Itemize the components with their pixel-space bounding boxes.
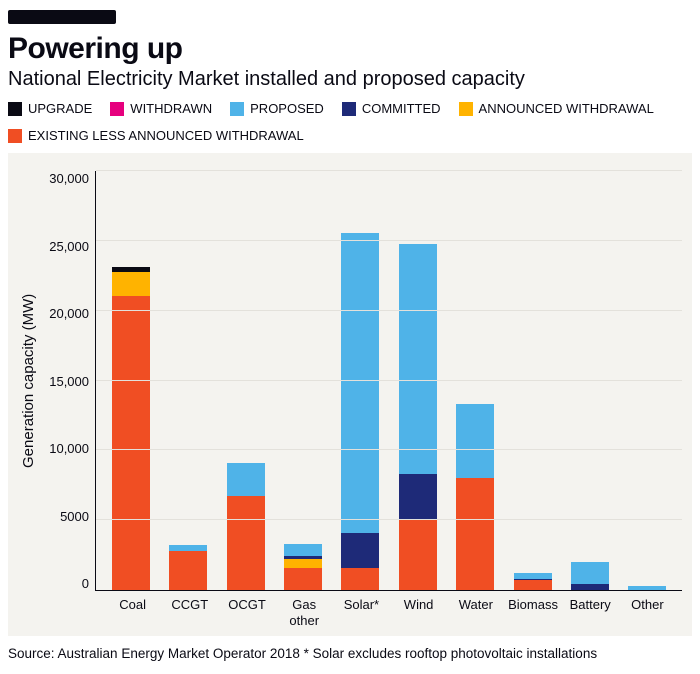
bar-segment [112,272,150,296]
legend: UPGRADE WITHDRAWN PROPOSED COMMITTED ANNOUNC… [8,101,692,143]
legend-swatch [230,102,244,116]
bar-segment [169,551,207,590]
bar-segment [112,296,150,590]
bar-column [102,171,159,590]
x-tick-label: OCGT [218,597,275,628]
source-note: Source: Australian Energy Market Operato… [8,646,692,661]
bar [341,233,379,590]
y-tick-label: 15,000 [49,374,89,389]
chart-plot-area: Generation capacity (MW) 30,000 25,000 20,… [8,153,692,636]
x-tick-label: Other [619,597,676,628]
x-tick-label: Biomass [504,597,561,628]
chart-container: Powering up National Electricity Market … [0,0,700,669]
y-axis: 30,000 25,000 20,000 15,000 10,000 5000 0 [39,171,95,591]
y-tick-label: 0 [82,576,89,591]
bar-segment [284,568,322,590]
legend-item: COMMITTED [342,101,441,116]
chart-subtitle: National Electricity Market installed an… [8,68,692,91]
bar-column [217,171,274,590]
bar-column [332,171,389,590]
bar-segment [341,568,379,590]
legend-label: EXISTING LESS ANNOUNCED WITHDRAWAL [28,128,304,143]
bar [456,404,494,590]
bar-segment [571,584,609,590]
legend-label: WITHDRAWN [130,101,212,116]
y-tick-label: 10,000 [49,441,89,456]
bar-column [561,171,618,590]
legend-item: ANNOUNCED WITHDRAWAL [459,101,654,116]
bar [284,544,322,590]
bar-column [504,171,561,590]
grid-line [96,449,682,450]
legend-swatch [8,129,22,143]
bar-segment [341,533,379,568]
bar-segment [284,544,322,557]
legend-swatch [110,102,124,116]
x-tick-label: Coal [104,597,161,628]
bar-column [159,171,216,590]
x-tick-label: Battery [562,597,619,628]
legend-label: ANNOUNCED WITHDRAWAL [479,101,654,116]
bar-segment [456,404,494,478]
legend-swatch [342,102,356,116]
legend-label: COMMITTED [362,101,441,116]
bar-column [446,171,503,590]
legend-swatch [8,102,22,116]
category-tag [8,10,116,24]
x-tick-label: Gasother [276,597,333,628]
y-axis-label: Generation capacity (MW) [18,171,39,591]
chart-title: Powering up [8,32,692,66]
legend-item: WITHDRAWN [110,101,212,116]
bar-segment [227,463,265,497]
bar [571,562,609,590]
legend-item: EXISTING LESS ANNOUNCED WITHDRAWAL [8,128,304,143]
bar-segment [628,586,666,590]
bar-segment [571,562,609,584]
x-axis: CoalCCGTOCGTGasotherSolar*WindWaterBioma… [98,591,682,628]
bar [112,267,150,590]
bar-segment [399,519,437,590]
bar-segment [399,474,437,519]
y-tick-label: 30,000 [49,171,89,186]
bar-segment [341,233,379,533]
legend-swatch [459,102,473,116]
bars-group [96,171,682,590]
legend-label: UPGRADE [28,101,92,116]
bar-column [274,171,331,590]
bar [514,573,552,590]
y-tick-label: 25,000 [49,239,89,254]
bar [628,586,666,590]
legend-item: PROPOSED [230,101,324,116]
bar-segment [227,496,265,590]
x-tick-label: Wind [390,597,447,628]
x-tick-label: CCGT [161,597,218,628]
plot [95,171,682,591]
bar [399,244,437,590]
grid-line [96,310,682,311]
grid-line [96,170,682,171]
grid-line [96,240,682,241]
bar [227,463,265,590]
legend-item: UPGRADE [8,101,92,116]
bar-column [619,171,676,590]
bar-segment [399,244,437,474]
x-tick-label: Water [447,597,504,628]
bar [169,545,207,590]
bar-segment [514,580,552,590]
bar-column [389,171,446,590]
bar-segment [284,559,322,567]
y-tick-label: 5000 [60,509,89,524]
grid-line [96,519,682,520]
legend-label: PROPOSED [250,101,324,116]
y-tick-label: 20,000 [49,306,89,321]
grid-line [96,380,682,381]
x-tick-label: Solar* [333,597,390,628]
bar-segment [456,478,494,590]
